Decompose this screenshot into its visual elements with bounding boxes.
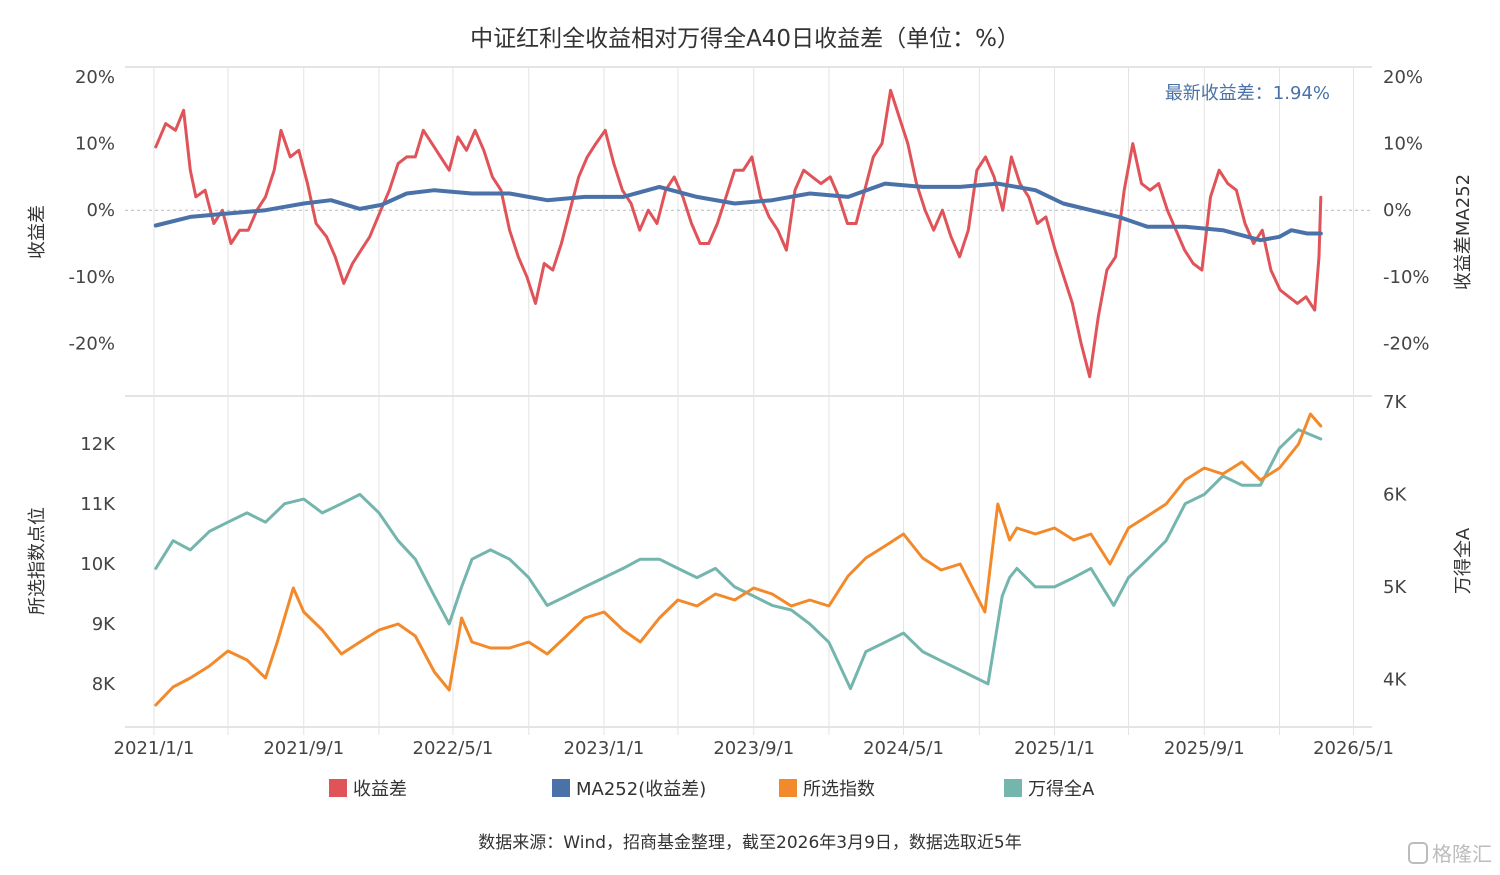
legend-label: 收益差: [353, 779, 407, 800]
x-tick-label: 2025/9/1: [1164, 738, 1245, 759]
top-left-y-tick-label: 0%: [86, 200, 115, 221]
bottom-vertical-gridlines: [153, 396, 1355, 735]
legend-swatch: [552, 779, 570, 797]
x-tick-label: 2023/1/1: [564, 738, 645, 759]
top-left-y-tick-label: 20%: [75, 67, 115, 88]
bottom-left-y-tick-label: 11K: [80, 494, 116, 515]
watermark-icon: [1408, 842, 1428, 864]
top-left-axis-title: 收益差: [27, 205, 48, 259]
top-right-y-tick-label: 10%: [1383, 134, 1423, 155]
top-vertical-gridlines: [153, 67, 1355, 396]
top-panel: 20% 10% 0% -10% -20% 20% 10% 0% -10% -20% 最新收益差：…: [27, 66, 1474, 397]
selected-index-series-line: [154, 412, 1323, 707]
spread-series-line: [154, 88, 1323, 379]
bottom-right-y-tick-label: 4K: [1383, 669, 1407, 690]
bottom-left-axis-title: 所选指数点位: [27, 507, 48, 615]
top-left-y-tick-label: 10%: [75, 134, 115, 155]
top-right-y-tick-label: 0%: [1383, 200, 1412, 221]
bottom-right-y-tick-label: 5K: [1383, 577, 1407, 598]
bottom-left-y-tick-label: 10K: [80, 554, 116, 575]
x-tick-label: 2021/9/1: [263, 738, 344, 759]
x-tick-label: 2023/9/1: [713, 738, 794, 759]
legend-swatch: [1004, 779, 1022, 797]
watermark-text: 格隆汇: [1432, 842, 1492, 866]
top-left-y-tick-label: -20%: [68, 333, 115, 354]
bottom-left-y-tick-label: 12K: [80, 434, 116, 455]
bottom-left-y-tick-label: 9K: [92, 614, 116, 635]
top-right-y-tick-label: 20%: [1383, 67, 1423, 88]
x-tick-label: 2021/1/1: [114, 738, 195, 759]
x-tick-label: 2025/1/1: [1014, 738, 1095, 759]
top-right-y-tick-label: -20%: [1383, 333, 1430, 354]
legend-label: 万得全A: [1028, 779, 1095, 800]
bottom-panel: 8K 9K 10K 11K 12K 4K 5K 6K 7K 所选指数点位 万得全A: [27, 392, 1474, 735]
legend-label: MA252(收益差): [576, 779, 706, 800]
x-tick-label: 2026/5/1: [1313, 738, 1394, 759]
top-left-y-tick-label: -10%: [68, 267, 115, 288]
top-series-lines: [153, 88, 1323, 379]
chart-title: 中证红利全收益相对万得全A40日收益差（单位：%）: [470, 26, 1020, 52]
top-right-y-tick-labels: 20% 10% 0% -10% -20%: [1383, 67, 1430, 354]
bottom-right-y-tick-label: 6K: [1383, 484, 1407, 505]
bottom-right-y-tick-labels: 4K 5K 6K 7K: [1383, 392, 1407, 690]
watermark-logo: 格隆汇: [1408, 842, 1492, 866]
legend-swatch: [779, 779, 797, 797]
top-right-y-tick-label: -10%: [1383, 267, 1430, 288]
top-right-axis-title: 收益差MA252: [1453, 174, 1474, 290]
bottom-right-y-tick-label: 7K: [1383, 392, 1407, 413]
legend-swatch: [329, 779, 347, 797]
ma252-series-line: [153, 181, 1323, 243]
x-tick-label: 2022/5/1: [413, 738, 494, 759]
bottom-right-axis-title: 万得全A: [1453, 527, 1474, 594]
legend-label: 所选指数: [803, 779, 875, 800]
x-axis-tick-labels: 2021/1/1 2021/9/1 2022/5/1 2023/1/1 2023/9/1…: [114, 738, 1394, 759]
bottom-left-y-tick-labels: 8K 9K 10K 11K 12K: [80, 434, 116, 695]
latest-spread-annotation: 最新收益差：1.94%: [1165, 83, 1330, 104]
bottom-series-lines: [154, 412, 1323, 707]
data-source-note: 数据来源：Wind，招商基金整理，截至2026年3月9日，数据选取近5年: [478, 833, 1021, 853]
bottom-left-y-tick-label: 8K: [92, 674, 116, 695]
wind-all-a-series-line: [154, 428, 1323, 691]
legend: 收益差 MA252(收益差) 所选指数 万得全A: [329, 779, 1095, 800]
top-left-y-tick-labels: 20% 10% 0% -10% -20%: [68, 67, 115, 354]
x-tick-label: 2024/5/1: [863, 738, 944, 759]
